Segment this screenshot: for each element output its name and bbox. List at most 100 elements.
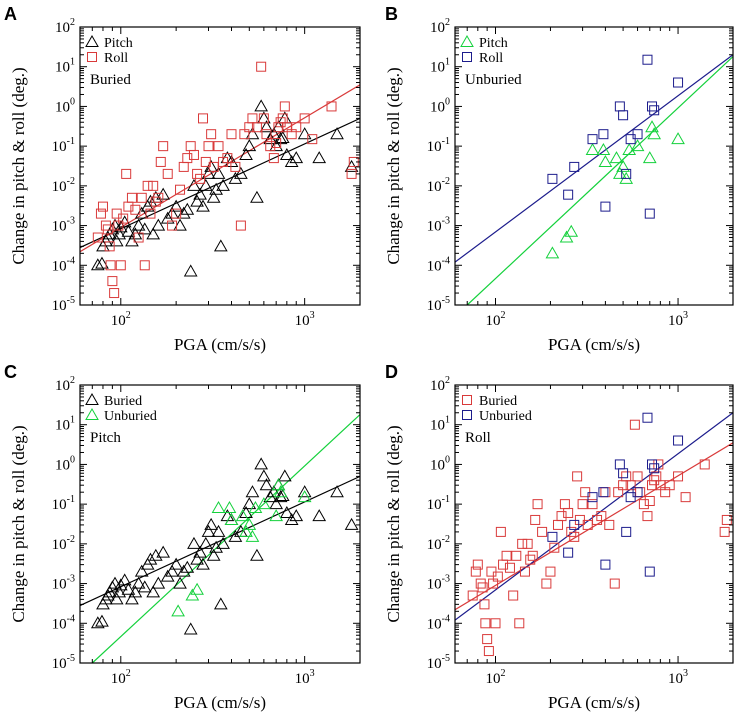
data-point (115, 260, 126, 271)
data-point (190, 582, 204, 595)
data-point (95, 614, 109, 627)
data-point (600, 201, 611, 212)
data-point (547, 531, 558, 542)
data-point (220, 509, 235, 522)
data-point (188, 149, 199, 160)
data-point (178, 161, 189, 172)
data-point (498, 559, 509, 570)
data-point (564, 224, 579, 237)
y-axis-label: Change in pitch & roll (deg.) (384, 67, 403, 264)
plot-frame (79, 384, 361, 664)
legend-label: Roll (104, 51, 128, 66)
data-point (112, 585, 127, 598)
legend-label: Roll (479, 51, 503, 66)
y-tick-label: 10-4 (52, 255, 75, 274)
y-tick-label: 10-1 (52, 136, 75, 155)
data-point (167, 220, 178, 231)
data-point (297, 490, 312, 503)
data-point (587, 499, 598, 510)
series-buried (467, 419, 732, 657)
data-point (222, 153, 233, 164)
y-axis-label: Change in pitch & roll (deg.) (9, 67, 28, 264)
data-point (479, 599, 490, 610)
x-tick-label: 103 (668, 668, 688, 687)
series-pitch (90, 99, 359, 277)
data-point (517, 538, 528, 549)
data-point (483, 646, 494, 657)
y-axis-label: Change in pitch & roll (deg.) (384, 425, 403, 622)
data-point (618, 110, 629, 121)
data-point (134, 206, 149, 219)
y-tick-label: 10-3 (427, 574, 450, 593)
fit-line-buried (80, 475, 360, 607)
data-point (171, 604, 185, 617)
data-point (230, 161, 241, 172)
data-point (330, 485, 344, 498)
y-tick-label: 100 (430, 96, 450, 115)
data-point (245, 127, 260, 140)
data-point (176, 564, 191, 577)
data-point (118, 213, 129, 224)
data-point (642, 511, 653, 522)
y-tick-label: 102 (430, 17, 450, 36)
data-point (269, 497, 284, 510)
y-tick-label: 101 (55, 57, 75, 76)
data-point (193, 187, 207, 200)
x-tick-label: 103 (295, 668, 315, 687)
data-point (269, 139, 284, 152)
legend-marker (85, 392, 99, 405)
data-point (596, 511, 607, 522)
data-point (482, 634, 493, 645)
y-tick-label: 102 (430, 375, 450, 394)
data-point (587, 492, 598, 503)
data-point (616, 159, 630, 172)
data-point (180, 202, 195, 215)
data-point (222, 500, 237, 513)
data-point (95, 256, 109, 269)
data-point (277, 469, 292, 482)
data-point (104, 241, 115, 252)
data-point (151, 576, 166, 589)
data-point (182, 153, 193, 164)
legend-marker (85, 407, 99, 420)
data-point (569, 161, 580, 172)
data-point (224, 512, 239, 525)
x-tick-label: 103 (668, 310, 688, 329)
panel-c: C 102 103 10-5 10-4 10-3 10-2 10-1 100 101 102 PGA … (4, 362, 361, 712)
data-point (266, 485, 281, 498)
data-point (183, 264, 198, 277)
data-point (109, 234, 124, 247)
data-point (224, 512, 239, 525)
legend-label: Buried (104, 394, 142, 409)
plot-frame (454, 26, 734, 306)
y-tick-label: 10-3 (427, 216, 450, 235)
data-point (239, 524, 253, 537)
data-point (307, 134, 318, 145)
data-point (146, 585, 161, 598)
legend-entry-roll: Roll (462, 51, 503, 66)
data-point (257, 469, 271, 482)
data-point (629, 419, 640, 430)
legend-label: Buried (479, 394, 517, 409)
data-point (206, 548, 221, 561)
panel-label: C (4, 362, 17, 382)
data-point (346, 168, 357, 179)
data-point (131, 218, 146, 231)
data-point (112, 227, 127, 240)
data-point (472, 559, 483, 570)
y-tick-label: 100 (55, 454, 75, 473)
y-tick-label: 102 (55, 17, 75, 36)
x-tick-label: 102 (111, 668, 131, 687)
data-point (312, 151, 327, 164)
data-point (673, 471, 684, 482)
data-point (187, 178, 201, 191)
data-point (596, 142, 611, 155)
data-point (133, 232, 144, 243)
data-point (559, 499, 570, 510)
data-point (211, 500, 226, 513)
data-point (647, 101, 658, 112)
data-point (600, 559, 611, 570)
legend-entry-buried: Buried (85, 392, 142, 409)
data-point (563, 547, 574, 558)
fit-line-roll (455, 54, 733, 263)
